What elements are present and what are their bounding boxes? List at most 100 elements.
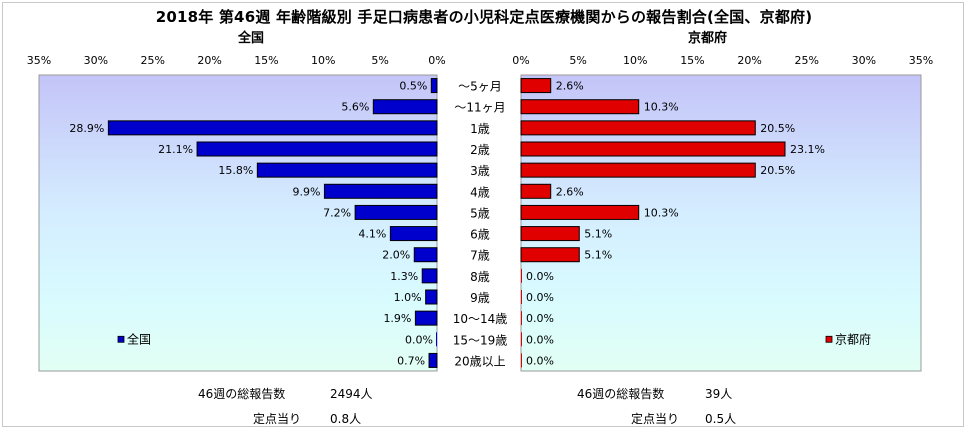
left-bar	[421, 268, 438, 284]
right-bar	[520, 99, 640, 115]
left-data-label: 1.3%	[390, 270, 418, 283]
left-legend-label: 全国	[127, 331, 151, 346]
right-tick-label: 5%	[569, 54, 586, 67]
left-data-label: 4.1%	[358, 228, 386, 241]
left-bar	[323, 183, 438, 199]
left-bar	[256, 162, 438, 178]
left-per-label: 定点当り	[253, 412, 302, 426]
right-data-label: 5.1%	[584, 249, 612, 262]
right-bar	[521, 311, 522, 326]
right-data-label: 10.3%	[644, 101, 679, 114]
left-tick-label: 35%	[27, 54, 51, 67]
right-data-label: 23.1%	[790, 143, 825, 156]
right-plot-area	[520, 74, 922, 372]
right-bar	[520, 120, 756, 136]
left-tick-label: 15%	[254, 54, 278, 67]
right-data-label: 2.6%	[556, 185, 584, 198]
left-plot: 0% 5% 10% 15% 20% 25% 30% 35% 0.5% 5.6% 28.9% 21.1%…	[27, 54, 446, 372]
left-total-label: 46週の総報告数	[198, 387, 286, 401]
left-tick-label: 25%	[140, 54, 164, 67]
right-bar	[520, 226, 580, 242]
left-data-label: 2.0%	[382, 249, 410, 262]
right-tick-label: 25%	[794, 54, 818, 67]
left-bar	[389, 226, 438, 242]
right-data-label: 2.6%	[556, 80, 584, 93]
right-tick-label: 0%	[512, 54, 529, 67]
right-data-label: 0.0%	[526, 354, 554, 367]
left-data-label: 21.1%	[158, 143, 193, 156]
left-data-label: 7.2%	[323, 206, 351, 219]
left-data-label: 1.9%	[383, 312, 411, 325]
right-bar	[520, 141, 786, 157]
right-bar	[520, 162, 756, 178]
category-label: 〜5ヶ月	[458, 80, 502, 94]
right-total-value: 39人	[705, 387, 733, 401]
right-plot: 0% 5% 10% 15% 20% 25% 30% 35% 2.6% 10.3% 20.5% 23.1…	[512, 54, 933, 372]
right-per-value: 0.5人	[705, 412, 737, 426]
category-label: 6歳	[470, 228, 490, 242]
right-data-label: 0.0%	[526, 291, 554, 304]
category-label: 8歳	[470, 270, 490, 284]
right-bar	[521, 268, 522, 283]
category-labels: 〜5ヶ月〜11ヶ月 1歳 2歳 3歳 4歳 5歳 6歳 7歳 8歳 9歳 10〜14歳 15〜19歳 2…	[453, 80, 508, 369]
right-data-label: 0.0%	[526, 312, 554, 325]
right-bar	[521, 353, 522, 368]
right-legend-swatch	[825, 335, 833, 343]
right-bar	[520, 247, 580, 263]
right-tick-label: 35%	[909, 54, 933, 67]
left-bar	[414, 310, 438, 326]
right-tick-label: 20%	[737, 54, 761, 67]
right-bar	[520, 204, 640, 220]
right-bar	[521, 332, 522, 347]
right-bar	[521, 290, 522, 304]
left-legend-swatch	[117, 335, 125, 343]
right-bar	[520, 78, 552, 94]
left-data-label: 5.6%	[341, 101, 369, 114]
left-tick-label: 30%	[84, 54, 108, 67]
right-tick-label: 30%	[852, 54, 876, 67]
left-bar	[413, 247, 438, 263]
left-data-label: 1.0%	[394, 291, 422, 304]
category-label: 4歳	[470, 185, 490, 199]
right-total-label: 46週の総報告数	[577, 387, 665, 401]
left-bar	[425, 289, 438, 305]
right-data-label: 5.1%	[584, 228, 612, 241]
right-data-label: 0.0%	[526, 270, 554, 283]
category-label: 20歳以上	[454, 354, 505, 368]
left-bar	[354, 204, 438, 220]
category-label: 〜11ヶ月	[454, 101, 505, 115]
right-data-label: 10.3%	[644, 206, 679, 219]
left-data-label: 28.9%	[69, 122, 104, 135]
left-bar	[430, 78, 438, 94]
category-label: 9歳	[470, 291, 490, 305]
left-tick-label: 20%	[197, 54, 221, 67]
right-panel-title: 京都府	[688, 31, 728, 46]
right-per-label: 定点当り	[631, 412, 680, 426]
category-label: 15〜19歳	[453, 333, 508, 347]
chart-title: 2018年 第46週 年齢階級別 手足口病患者の小児科定点医療機関からの報告割合…	[155, 8, 813, 26]
left-plot-area	[38, 74, 438, 372]
left-bar	[107, 120, 438, 136]
left-bar	[428, 352, 438, 368]
left-panel-title: 全国	[238, 31, 265, 46]
left-data-label: 9.9%	[292, 185, 320, 198]
left-bar	[436, 332, 437, 347]
left-per-value: 0.8人	[330, 412, 362, 426]
left-tick-label: 5%	[371, 54, 388, 67]
left-bar	[372, 99, 438, 115]
left-data-label: 0.0%	[405, 333, 433, 346]
left-data-label: 0.7%	[397, 354, 425, 367]
left-total-value: 2494人	[330, 387, 373, 401]
left-data-label: 0.5%	[399, 80, 427, 93]
right-bar	[520, 183, 552, 199]
category-label: 1歳	[470, 122, 490, 136]
category-label: 10〜14歳	[453, 312, 508, 326]
category-label: 5歳	[470, 206, 490, 220]
left-tick-label: 10%	[311, 54, 335, 67]
right-data-label: 20.5%	[760, 122, 795, 135]
right-data-label: 20.5%	[760, 164, 795, 177]
category-label: 7歳	[470, 249, 490, 263]
category-label: 2歳	[470, 143, 490, 157]
right-tick-label: 15%	[680, 54, 704, 67]
